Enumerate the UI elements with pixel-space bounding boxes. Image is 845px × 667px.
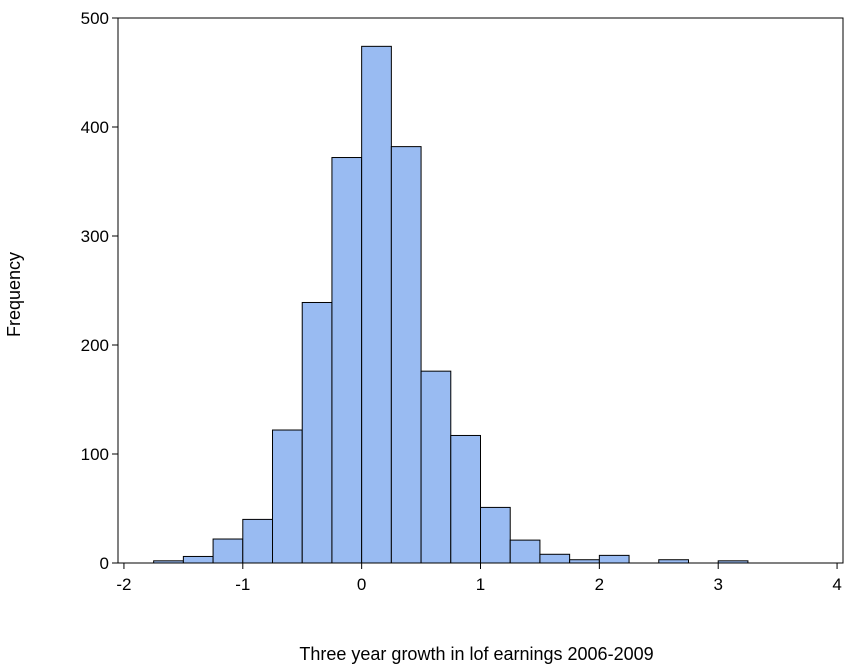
histogram-bar [420,370,452,564]
x-tick-label: -1 [235,575,250,594]
x-axis-title: Three year growth in lof earnings 2006-2… [299,644,653,664]
plot-frame [117,17,844,564]
histogram-bar [450,434,482,564]
x-ticks-group: -2 -1 0 1 2 3 4 [116,563,842,594]
histogram-bar [390,146,422,564]
histogram-bar [509,539,541,564]
histogram-bar [272,429,303,564]
histogram-bar [212,538,244,564]
y-tick-label: 0 [100,554,109,573]
histogram-bar [331,157,363,564]
y-tick-label: 300 [81,227,109,246]
x-tick-label: 4 [832,575,841,594]
x-tick-label: 0 [357,575,366,594]
histogram-bar [301,301,333,564]
x-tick-label: 2 [595,575,604,594]
y-ticks-group: 0 100 200 300 400 500 [81,9,118,573]
histogram-bar [242,518,274,564]
y-tick-label: 400 [81,118,109,137]
histogram-bar [361,45,392,564]
histogram-bar [182,555,214,564]
y-tick-label: 200 [81,336,109,355]
x-tick-label: -2 [116,575,131,594]
histogram-bar [480,506,511,564]
y-axis-title: Frequency [4,252,24,337]
y-tick-label: 100 [81,445,109,464]
y-tick-label: 500 [81,9,109,28]
histogram-bar [598,554,630,564]
x-tick-label: 1 [476,575,485,594]
bars-group [153,45,749,564]
x-tick-label: 3 [713,575,722,594]
histogram-bar [539,553,571,564]
